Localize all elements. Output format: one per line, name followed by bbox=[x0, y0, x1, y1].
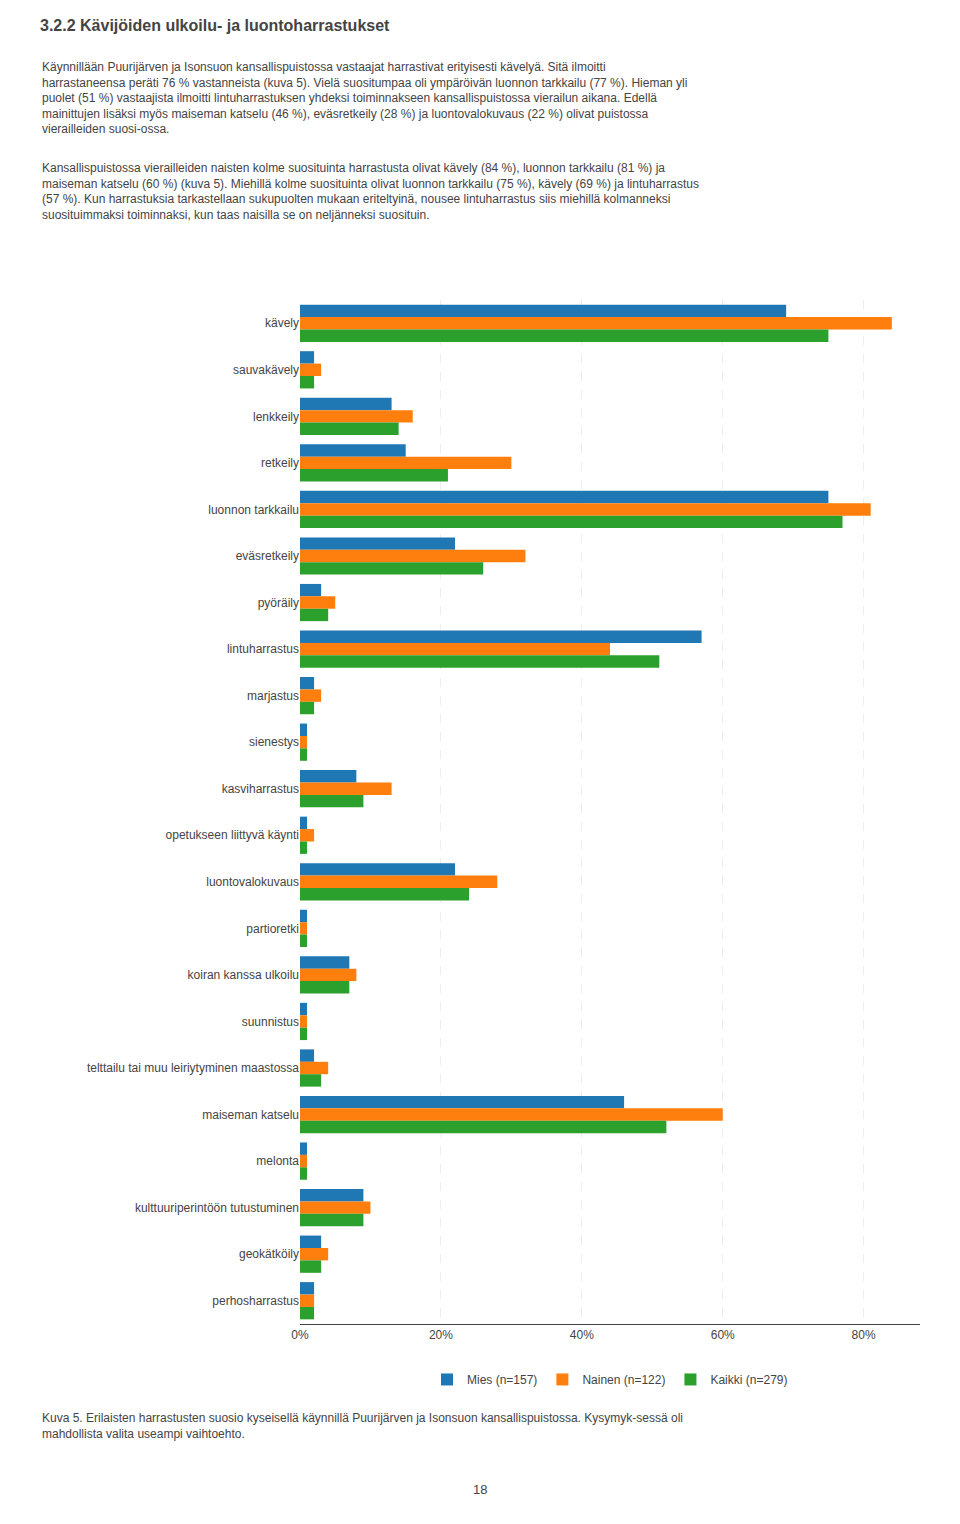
svg-text:melonta: melonta bbox=[256, 1154, 299, 1168]
svg-text:20%: 20% bbox=[429, 1328, 453, 1342]
svg-text:opetukseen liittyvä käynti: opetukseen liittyvä käynti bbox=[166, 828, 299, 842]
svg-text:telttailu tai muu leiriytymine: telttailu tai muu leiriytyminen maastoss… bbox=[87, 1061, 299, 1075]
svg-text:Käynnillään Puurijärven ja Iso: Käynnillään Puurijärven ja Isonsuon kans… bbox=[42, 60, 687, 136]
svg-text:Nainen (n=122): Nainen (n=122) bbox=[582, 1373, 665, 1387]
svg-text:Mies (n=157): Mies (n=157) bbox=[467, 1373, 537, 1387]
svg-text:maiseman katselu: maiseman katselu bbox=[202, 1108, 299, 1122]
svg-text:lenkkeily: lenkkeily bbox=[253, 410, 299, 424]
svg-text:kävely: kävely bbox=[265, 316, 299, 330]
svg-text:suunnistus: suunnistus bbox=[242, 1015, 299, 1029]
svg-text:lintuharrastus: lintuharrastus bbox=[227, 642, 299, 656]
svg-text:eväsretkeily: eväsretkeily bbox=[236, 549, 299, 563]
svg-text:sauvakävely: sauvakävely bbox=[233, 363, 299, 377]
svg-text:60%: 60% bbox=[711, 1328, 735, 1342]
svg-text:Kuva 5. Erilaisten harrastuste: Kuva 5. Erilaisten harrastusten suosio k… bbox=[42, 1411, 683, 1441]
svg-text:18: 18 bbox=[473, 1482, 487, 1497]
svg-text:luontovalokuvaus: luontovalokuvaus bbox=[206, 875, 299, 889]
svg-text:Kansallispuistossa vierailleid: Kansallispuistossa vierailleiden naisten… bbox=[42, 161, 699, 222]
svg-text:retkeily: retkeily bbox=[261, 456, 299, 470]
svg-text:3.2.2 Kävijöiden ulkoilu- ja l: 3.2.2 Kävijöiden ulkoilu- ja luontoharra… bbox=[40, 17, 390, 34]
svg-text:40%: 40% bbox=[570, 1328, 594, 1342]
svg-text:perhosharrastus: perhosharrastus bbox=[212, 1294, 299, 1308]
svg-text:kasviharrastus: kasviharrastus bbox=[222, 782, 299, 796]
svg-text:0%: 0% bbox=[291, 1328, 309, 1342]
svg-text:pyöräily: pyöräily bbox=[258, 596, 299, 610]
svg-text:luonnon tarkkailu: luonnon tarkkailu bbox=[208, 503, 299, 517]
svg-text:80%: 80% bbox=[852, 1328, 876, 1342]
svg-text:Kaikki (n=279): Kaikki (n=279) bbox=[710, 1373, 787, 1387]
svg-text:geokätköily: geokätköily bbox=[239, 1247, 299, 1261]
svg-text:kulttuuriperintöön tutustumine: kulttuuriperintöön tutustuminen bbox=[135, 1201, 299, 1215]
svg-text:sienestys: sienestys bbox=[249, 735, 299, 749]
svg-text:marjastus: marjastus bbox=[247, 689, 299, 703]
svg-text:partioretki: partioretki bbox=[246, 922, 299, 936]
svg-text:koiran kanssa ulkoilu: koiran kanssa ulkoilu bbox=[188, 968, 299, 982]
